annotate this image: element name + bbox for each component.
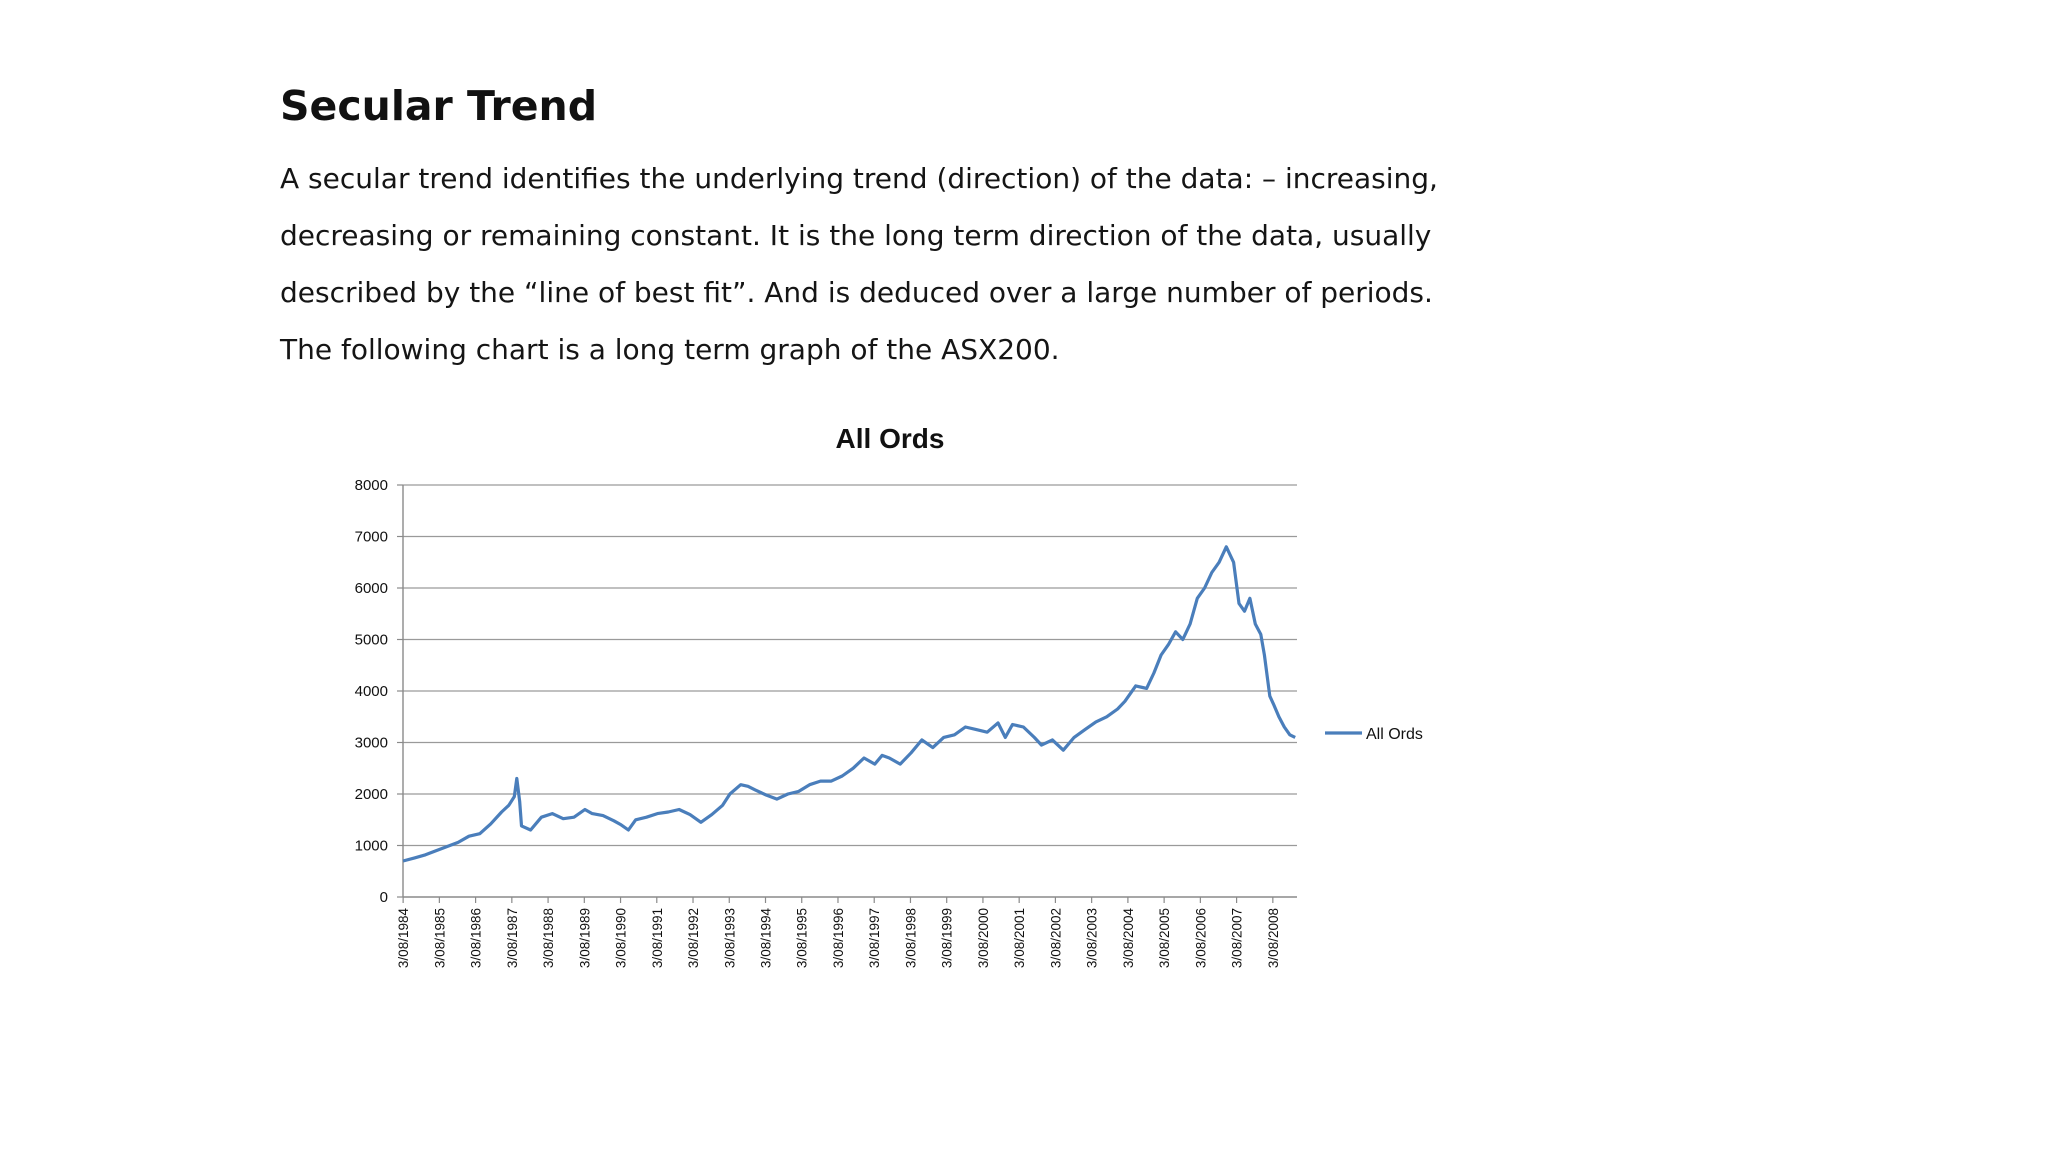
legend-label: All Ords [1366, 726, 1423, 743]
paragraph-line: A secular trend identifies the underlyin… [280, 162, 1438, 195]
y-tick-label: 4000 [355, 683, 388, 700]
y-tick-label: 5000 [355, 632, 388, 649]
y-tick-label: 3000 [355, 735, 388, 752]
chart-title: All Ords [836, 423, 945, 454]
x-tick-label: 3/08/1998 [903, 908, 918, 968]
x-tick-label: 3/08/2004 [1121, 908, 1136, 969]
x-tick-label: 3/08/2007 [1230, 908, 1245, 968]
x-tick-label: 3/08/2008 [1266, 908, 1281, 968]
x-tick-label: 3/08/1989 [577, 908, 592, 968]
y-axis-ticks: 0 1000 2000 3000 4000 5000 6000 7000 8000 [355, 477, 388, 906]
x-tick-label: 3/08/1995 [795, 908, 810, 968]
x-tick-label: 3/08/1997 [867, 908, 882, 968]
chart-series [402, 545, 1296, 863]
x-tick-label: 3/08/1985 [432, 908, 447, 968]
y-tick-label: 1000 [355, 838, 388, 855]
x-tick-label: 3/08/2003 [1085, 908, 1100, 968]
x-tick-label: 3/08/2006 [1193, 908, 1208, 968]
y-tick-label: 6000 [355, 580, 388, 597]
x-tick-label: 3/08/1996 [831, 908, 846, 968]
x-tick-label: 3/08/1986 [469, 908, 484, 968]
chart-legend: All Ords [1325, 726, 1423, 743]
chart-axes [397, 484, 1297, 903]
x-tick-label: 3/08/2001 [1012, 908, 1027, 968]
y-tick-label: 2000 [355, 786, 388, 803]
x-tick-label: 3/08/1990 [614, 908, 629, 968]
paragraph-line: described by the “line of best fit”. And… [280, 276, 1433, 309]
x-tick-label: 3/08/1993 [722, 908, 737, 968]
x-tick-label: 3/08/1999 [940, 908, 955, 968]
x-tick-label: 3/08/1992 [686, 908, 701, 968]
x-tick-label: 3/08/1984 [396, 908, 411, 969]
x-tick-label: 3/08/1987 [505, 908, 520, 968]
x-tick-label: 3/08/2005 [1157, 908, 1172, 968]
y-tick-label: 7000 [355, 529, 388, 546]
x-tick-label: 3/08/1988 [541, 908, 556, 968]
x-tick-label: 3/08/2000 [976, 908, 991, 968]
x-axis-ticks: 3/08/1984 3/08/1985 3/08/1986 3/08/1987 3/08… [396, 908, 1281, 969]
series-line-all-ords [402, 545, 1296, 863]
x-tick-label: 3/08/1994 [759, 908, 774, 969]
page-title: Secular Trend [280, 82, 598, 130]
body-paragraph: A secular trend identifies the underlyin… [280, 150, 1438, 378]
x-tick-label: 3/08/2002 [1048, 908, 1063, 968]
y-tick-label: 0 [380, 889, 388, 906]
x-tick-label: 3/08/1991 [650, 908, 665, 968]
y-tick-label: 8000 [355, 477, 388, 494]
paragraph-line: The following chart is a long term graph… [280, 333, 1060, 366]
paragraph-line: decreasing or remaining constant. It is … [280, 219, 1432, 252]
chart-gridlines [403, 484, 1297, 847]
